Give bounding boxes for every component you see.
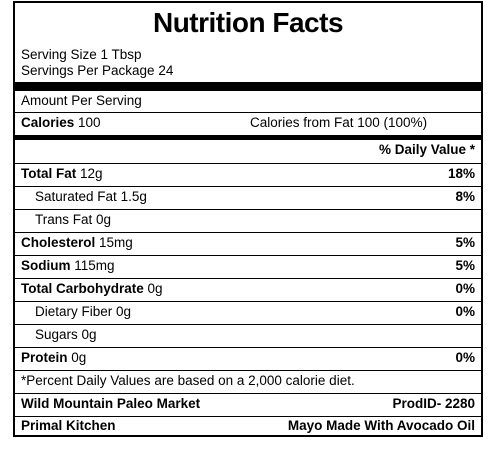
footnote: *Percent Daily Values are based on a 2,0… <box>21 373 355 388</box>
divider <box>15 278 481 279</box>
divider <box>15 186 481 187</box>
divider <box>15 324 481 325</box>
nutrient-row-sodium: Sodium 115mg 5% <box>21 258 475 273</box>
brand-name: Primal Kitchen <box>21 418 116 433</box>
nutrient-row-trans-fat: Trans Fat 0g <box>35 212 112 227</box>
nutrition-panel: Nutrition Facts Serving Size 1 Tbsp Serv… <box>13 1 483 437</box>
daily-value-header: % Daily Value * <box>378 142 475 157</box>
thick-divider <box>15 82 481 91</box>
nutrient-row-total-carbohydrate: Total Carbohydrate 0g 0% <box>21 281 475 296</box>
nutrient-row-dietary-fiber: Dietary Fiber 0g 0% <box>35 304 475 319</box>
nutrient-row-cholesterol: Cholesterol 15mg 5% <box>21 235 475 250</box>
nutrient-row-sugars: Sugars 0g <box>35 327 97 342</box>
amount-per-serving: Amount Per Serving <box>21 93 142 108</box>
store-row: Wild Mountain Paleo Market ProdID- 2280 <box>21 395 475 413</box>
divider <box>15 370 481 371</box>
nutrition-title: Nutrition Facts <box>152 7 344 38</box>
nutrient-row-saturated-fat: Saturated Fat 1.5g 8% <box>35 189 475 204</box>
store-name: Wild Mountain Paleo Market <box>21 396 201 411</box>
calories-row: Calories 100 Calories from Fat 100 (100%… <box>21 114 475 132</box>
divider <box>15 416 481 417</box>
serving-size: Serving Size 1 Tbsp <box>21 47 142 62</box>
nutrient-row-total-fat: Total Fat 12g 18% <box>21 166 475 181</box>
divider <box>15 112 481 113</box>
nutrient-row-protein: Protein 0g 0% <box>21 350 475 365</box>
daily-value-header-row: % Daily Value * <box>21 141 475 159</box>
divider <box>15 209 481 210</box>
divider <box>15 255 481 256</box>
brand-row: Primal Kitchen Mayo Made With Avocado Oi… <box>21 417 475 435</box>
servings-per-package: Servings Per Package 24 <box>21 63 174 78</box>
divider <box>15 232 481 233</box>
medium-divider <box>15 135 481 140</box>
calories-from-fat: Calories from Fat 100 (100%) <box>250 115 428 130</box>
product-name: Mayo Made With Avocado Oil <box>287 418 475 433</box>
calories-label: Calories <box>21 115 79 130</box>
divider <box>15 163 481 164</box>
divider <box>15 347 481 348</box>
calories-value: 100 <box>78 115 101 130</box>
product-id: ProdID- 2280 <box>392 396 475 411</box>
divider <box>15 393 481 394</box>
divider <box>15 301 481 302</box>
